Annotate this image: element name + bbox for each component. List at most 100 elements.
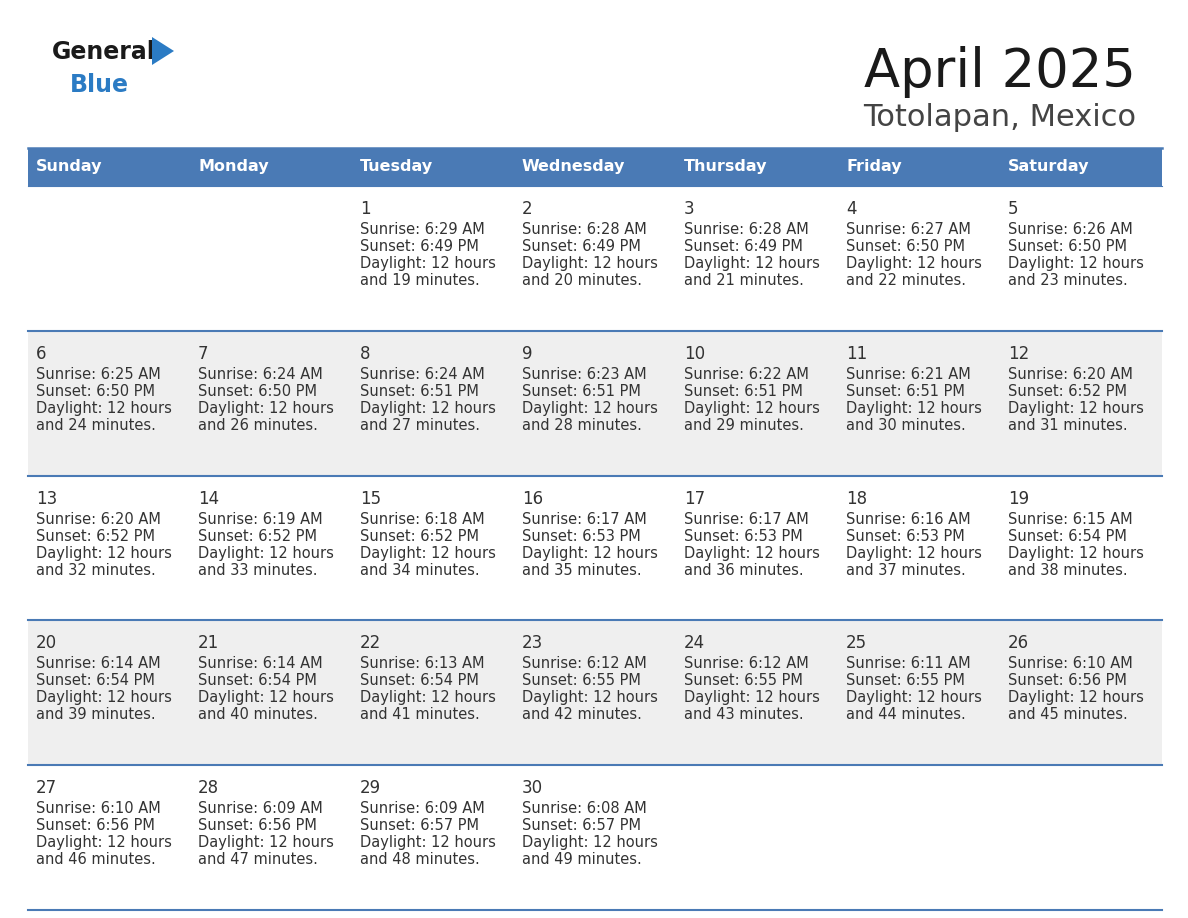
Text: 24: 24 — [684, 634, 706, 653]
Text: and 41 minutes.: and 41 minutes. — [360, 708, 480, 722]
Text: and 43 minutes.: and 43 minutes. — [684, 708, 803, 722]
Text: Sunset: 6:57 PM: Sunset: 6:57 PM — [522, 818, 642, 834]
Text: Sunset: 6:52 PM: Sunset: 6:52 PM — [1007, 384, 1127, 398]
Text: Daylight: 12 hours: Daylight: 12 hours — [360, 401, 495, 416]
Text: Daylight: 12 hours: Daylight: 12 hours — [846, 545, 981, 561]
Text: and 32 minutes.: and 32 minutes. — [36, 563, 156, 577]
Text: Daylight: 12 hours: Daylight: 12 hours — [360, 545, 495, 561]
Text: 22: 22 — [360, 634, 381, 653]
Bar — [29, 186, 1162, 330]
Text: Daylight: 12 hours: Daylight: 12 hours — [522, 690, 658, 705]
Text: Monday: Monday — [198, 160, 268, 174]
Text: 2: 2 — [522, 200, 532, 218]
Text: Sunrise: 6:21 AM: Sunrise: 6:21 AM — [846, 367, 971, 382]
Text: Daylight: 12 hours: Daylight: 12 hours — [360, 835, 495, 850]
Text: Sunrise: 6:15 AM: Sunrise: 6:15 AM — [1007, 511, 1132, 527]
Bar — [190, 148, 352, 186]
Text: Sunrise: 6:22 AM: Sunrise: 6:22 AM — [684, 367, 809, 382]
Text: Sunset: 6:57 PM: Sunset: 6:57 PM — [360, 818, 479, 834]
Text: Daylight: 12 hours: Daylight: 12 hours — [846, 401, 981, 416]
Text: Daylight: 12 hours: Daylight: 12 hours — [1007, 690, 1144, 705]
Text: Daylight: 12 hours: Daylight: 12 hours — [1007, 401, 1144, 416]
Text: Sunrise: 6:09 AM: Sunrise: 6:09 AM — [360, 801, 485, 816]
Text: Sunrise: 6:25 AM: Sunrise: 6:25 AM — [36, 367, 160, 382]
Text: and 24 minutes.: and 24 minutes. — [36, 418, 156, 432]
Text: Sunset: 6:51 PM: Sunset: 6:51 PM — [522, 384, 640, 398]
Text: and 22 minutes.: and 22 minutes. — [846, 273, 966, 288]
Text: Daylight: 12 hours: Daylight: 12 hours — [846, 690, 981, 705]
Text: Sunrise: 6:20 AM: Sunrise: 6:20 AM — [1007, 367, 1133, 382]
Text: 23: 23 — [522, 634, 543, 653]
Text: Daylight: 12 hours: Daylight: 12 hours — [1007, 256, 1144, 271]
Text: Daylight: 12 hours: Daylight: 12 hours — [684, 545, 820, 561]
Text: Daylight: 12 hours: Daylight: 12 hours — [522, 835, 658, 850]
Text: Sunset: 6:53 PM: Sunset: 6:53 PM — [846, 529, 965, 543]
Bar — [29, 148, 190, 186]
Text: Sunrise: 6:17 AM: Sunrise: 6:17 AM — [522, 511, 646, 527]
Text: Daylight: 12 hours: Daylight: 12 hours — [36, 690, 172, 705]
Text: 10: 10 — [684, 345, 706, 363]
Bar — [29, 330, 1162, 476]
Text: Sunrise: 6:08 AM: Sunrise: 6:08 AM — [522, 801, 646, 816]
Polygon shape — [152, 37, 173, 65]
Text: April 2025: April 2025 — [864, 46, 1136, 98]
Text: and 38 minutes.: and 38 minutes. — [1007, 563, 1127, 577]
Bar — [1000, 148, 1162, 186]
Text: Sunrise: 6:24 AM: Sunrise: 6:24 AM — [360, 367, 485, 382]
Text: Daylight: 12 hours: Daylight: 12 hours — [846, 256, 981, 271]
Text: Sunrise: 6:16 AM: Sunrise: 6:16 AM — [846, 511, 971, 527]
Text: Sunrise: 6:11 AM: Sunrise: 6:11 AM — [846, 656, 971, 671]
Text: Sunrise: 6:29 AM: Sunrise: 6:29 AM — [360, 222, 485, 237]
Text: Sunrise: 6:24 AM: Sunrise: 6:24 AM — [198, 367, 323, 382]
Text: 17: 17 — [684, 489, 706, 508]
Text: and 29 minutes.: and 29 minutes. — [684, 418, 804, 432]
Text: Sunset: 6:54 PM: Sunset: 6:54 PM — [36, 674, 154, 688]
Text: 11: 11 — [846, 345, 867, 363]
Text: Sunset: 6:55 PM: Sunset: 6:55 PM — [846, 674, 965, 688]
Text: Daylight: 12 hours: Daylight: 12 hours — [36, 545, 172, 561]
Text: Sunrise: 6:20 AM: Sunrise: 6:20 AM — [36, 511, 160, 527]
Text: 1: 1 — [360, 200, 371, 218]
Text: 9: 9 — [522, 345, 532, 363]
Text: Sunrise: 6:12 AM: Sunrise: 6:12 AM — [684, 656, 809, 671]
Text: Sunset: 6:51 PM: Sunset: 6:51 PM — [684, 384, 803, 398]
Text: 6: 6 — [36, 345, 46, 363]
Text: Daylight: 12 hours: Daylight: 12 hours — [522, 545, 658, 561]
Text: and 42 minutes.: and 42 minutes. — [522, 708, 642, 722]
Text: Sunday: Sunday — [36, 160, 102, 174]
Text: Daylight: 12 hours: Daylight: 12 hours — [198, 690, 334, 705]
Text: 13: 13 — [36, 489, 57, 508]
Text: Sunset: 6:56 PM: Sunset: 6:56 PM — [36, 818, 154, 834]
Text: Blue: Blue — [70, 73, 129, 97]
Text: and 36 minutes.: and 36 minutes. — [684, 563, 803, 577]
Text: Daylight: 12 hours: Daylight: 12 hours — [198, 401, 334, 416]
Text: Daylight: 12 hours: Daylight: 12 hours — [198, 545, 334, 561]
Text: Sunrise: 6:28 AM: Sunrise: 6:28 AM — [684, 222, 809, 237]
Text: Sunset: 6:52 PM: Sunset: 6:52 PM — [198, 529, 317, 543]
Text: Daylight: 12 hours: Daylight: 12 hours — [36, 401, 172, 416]
Text: 15: 15 — [360, 489, 381, 508]
Text: Sunset: 6:51 PM: Sunset: 6:51 PM — [846, 384, 965, 398]
Bar — [29, 621, 1162, 766]
Text: 7: 7 — [198, 345, 209, 363]
Text: Daylight: 12 hours: Daylight: 12 hours — [198, 835, 334, 850]
Text: Sunrise: 6:26 AM: Sunrise: 6:26 AM — [1007, 222, 1132, 237]
Text: 3: 3 — [684, 200, 695, 218]
Text: Totolapan, Mexico: Totolapan, Mexico — [862, 104, 1136, 132]
Text: 25: 25 — [846, 634, 867, 653]
Text: and 27 minutes.: and 27 minutes. — [360, 418, 480, 432]
Text: Sunset: 6:56 PM: Sunset: 6:56 PM — [1007, 674, 1127, 688]
Text: Thursday: Thursday — [684, 160, 767, 174]
Text: Tuesday: Tuesday — [360, 160, 434, 174]
Text: Sunrise: 6:09 AM: Sunrise: 6:09 AM — [198, 801, 323, 816]
Text: and 45 minutes.: and 45 minutes. — [1007, 708, 1127, 722]
Text: Daylight: 12 hours: Daylight: 12 hours — [522, 401, 658, 416]
Bar — [838, 148, 1000, 186]
Text: Sunset: 6:53 PM: Sunset: 6:53 PM — [522, 529, 640, 543]
Text: Sunrise: 6:23 AM: Sunrise: 6:23 AM — [522, 367, 646, 382]
Text: Sunrise: 6:10 AM: Sunrise: 6:10 AM — [1007, 656, 1132, 671]
Text: 28: 28 — [198, 779, 219, 797]
Text: 21: 21 — [198, 634, 220, 653]
Text: and 39 minutes.: and 39 minutes. — [36, 708, 156, 722]
Text: Sunrise: 6:19 AM: Sunrise: 6:19 AM — [198, 511, 323, 527]
